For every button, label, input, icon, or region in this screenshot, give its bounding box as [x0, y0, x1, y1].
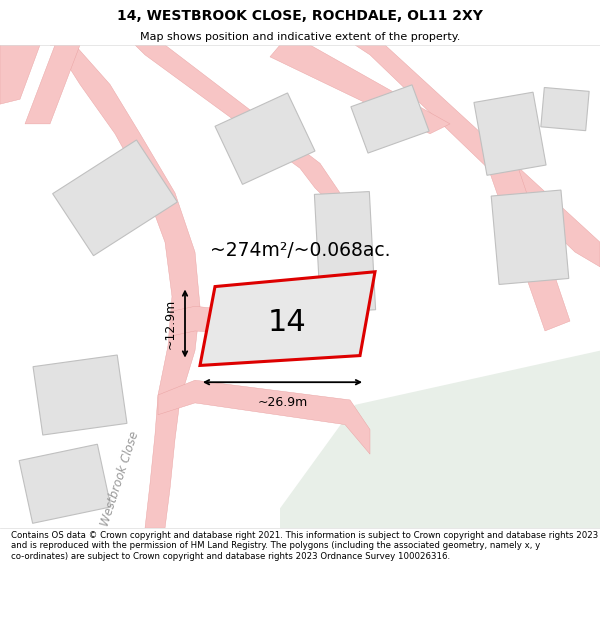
Polygon shape	[280, 351, 600, 528]
Text: 14, WESTBROOK CLOSE, ROCHDALE, OL11 2XY: 14, WESTBROOK CLOSE, ROCHDALE, OL11 2XY	[117, 9, 483, 23]
Polygon shape	[0, 45, 40, 104]
Polygon shape	[270, 45, 450, 134]
Polygon shape	[158, 380, 370, 454]
Text: Map shows position and indicative extent of the property.: Map shows position and indicative extent…	[140, 32, 460, 43]
Polygon shape	[25, 45, 80, 124]
Text: Westbrook Close: Westbrook Close	[98, 429, 142, 528]
Polygon shape	[314, 191, 376, 312]
Polygon shape	[215, 93, 315, 184]
Text: ~12.9m: ~12.9m	[164, 298, 177, 349]
Polygon shape	[474, 92, 546, 175]
Polygon shape	[351, 85, 429, 153]
Text: ~26.9m: ~26.9m	[257, 396, 308, 409]
Polygon shape	[33, 355, 127, 435]
Polygon shape	[200, 272, 375, 366]
Polygon shape	[53, 140, 178, 256]
Polygon shape	[135, 45, 340, 212]
Polygon shape	[19, 444, 111, 523]
Polygon shape	[172, 306, 340, 341]
Polygon shape	[541, 88, 589, 131]
Polygon shape	[490, 158, 570, 331]
Text: Contains OS data © Crown copyright and database right 2021. This information is : Contains OS data © Crown copyright and d…	[11, 531, 598, 561]
Polygon shape	[355, 45, 600, 267]
Polygon shape	[491, 190, 569, 284]
Text: 14: 14	[268, 308, 307, 338]
Polygon shape	[50, 45, 200, 528]
Text: ~274m²/~0.068ac.: ~274m²/~0.068ac.	[210, 241, 390, 260]
